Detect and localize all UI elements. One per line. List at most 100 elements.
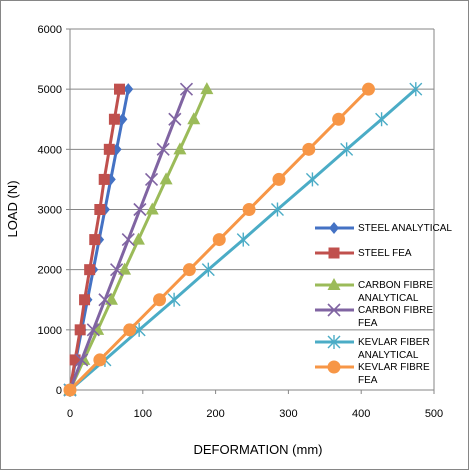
legend-marker <box>327 335 341 349</box>
data-point <box>153 293 167 307</box>
data-point <box>103 143 115 155</box>
legend-marker <box>327 360 341 374</box>
legend-entry: CARBON FIBRE FEA <box>315 303 433 329</box>
data-point <box>121 233 135 247</box>
series-2 <box>63 82 214 395</box>
y-tick-label: 2000 <box>38 265 62 277</box>
data-point <box>168 112 182 126</box>
data-point <box>93 353 107 367</box>
data-point <box>159 172 173 185</box>
data-point <box>118 262 132 275</box>
data-point <box>156 142 170 156</box>
x-tick-label: 100 <box>134 408 152 420</box>
data-point <box>236 232 250 247</box>
data-point <box>117 113 128 126</box>
series-layer <box>63 82 423 397</box>
data-point <box>272 172 286 186</box>
legend: STEEL ANALYTICAL STEEL FEA CARBON FIBRE ANA… <box>315 222 452 386</box>
data-point <box>212 233 226 247</box>
data-point <box>86 323 100 337</box>
x-tick-label: 200 <box>206 408 224 420</box>
x-axis-title: DEFORMATION (mm) <box>193 442 322 457</box>
data-point <box>74 324 86 336</box>
data-point <box>167 292 181 307</box>
x-tick-label: 400 <box>352 408 370 420</box>
y-tick-label: 4000 <box>38 144 62 156</box>
legend-marker <box>329 222 339 234</box>
legend-entry: STEEL ANALYTICAL <box>315 222 452 234</box>
data-point <box>409 82 423 97</box>
data-point <box>98 293 112 307</box>
data-point-stroke <box>75 353 89 367</box>
data-point <box>173 142 187 155</box>
data-point <box>182 263 196 277</box>
data-point <box>145 202 159 215</box>
legend-entry: KEVLAR FIBER ANALYTICAL <box>315 335 430 361</box>
series-1 <box>64 83 126 396</box>
legend-label: CARBON FIBRE FEA <box>358 305 433 329</box>
data-point <box>302 142 316 156</box>
y-axis-title: LOAD (N) <box>5 180 20 237</box>
data-point <box>110 263 124 277</box>
y-tick-label: 3000 <box>38 205 62 217</box>
legend-entry: STEEL FEA <box>315 247 412 259</box>
data-point <box>270 202 284 217</box>
data-point <box>187 112 201 125</box>
data-point-stroke <box>121 233 135 247</box>
legend-marker-stroke <box>327 303 341 317</box>
tick-labels: 0 1000 2000 3000 4000 5000 6000 0 100 200 300 400 50… <box>38 24 444 420</box>
data-point <box>332 112 346 126</box>
legend-marker <box>327 278 341 290</box>
data-point <box>361 82 375 96</box>
y-tick-label: 5000 <box>38 84 62 96</box>
legend-label: KEVLAR FIBER ANALYTICAL <box>358 337 430 361</box>
data-point-stroke <box>98 293 112 307</box>
data-point <box>200 82 214 95</box>
series-5 <box>63 82 375 397</box>
data-point-stroke <box>133 202 147 217</box>
data-point <box>133 202 147 217</box>
legend-label: KEVLAR FIBRE FEA <box>358 362 430 386</box>
data-point-stroke <box>110 263 124 277</box>
data-point <box>104 292 118 305</box>
data-point-stroke <box>86 323 100 337</box>
x-tick-label: 300 <box>279 408 297 420</box>
y-tick-label: 0 <box>56 385 62 397</box>
data-point <box>123 323 137 337</box>
data-point <box>123 83 134 96</box>
data-point <box>89 234 101 246</box>
data-point-stroke <box>144 172 159 186</box>
data-point <box>63 383 77 397</box>
x-tick-label: 0 <box>67 408 73 420</box>
data-point-stroke <box>179 82 194 96</box>
data-point <box>98 173 110 185</box>
legend-entry: CARBON FIBRE ANALYTICAL <box>315 278 433 304</box>
data-point <box>69 354 81 366</box>
legend-marker <box>327 303 341 317</box>
data-point <box>114 83 126 95</box>
data-point <box>340 142 354 157</box>
x-tick-label: 500 <box>425 408 443 420</box>
data-point <box>108 113 120 125</box>
data-point <box>242 203 256 216</box>
data-point <box>375 112 389 127</box>
legend-label: CARBON FIBRE ANALYTICAL <box>358 280 433 304</box>
legend-label: STEEL ANALYTICAL <box>358 223 452 234</box>
data-point <box>84 264 96 276</box>
data-point <box>305 172 319 187</box>
data-point <box>144 172 159 186</box>
data-point <box>75 353 89 367</box>
legend-entry: KEVLAR FIBRE FEA <box>315 360 430 386</box>
data-point <box>201 262 215 277</box>
legend-label: STEEL FEA <box>358 248 412 259</box>
series-3 <box>63 82 194 397</box>
y-tick-label: 6000 <box>38 24 62 36</box>
data-point <box>79 294 91 306</box>
y-tick-label: 1000 <box>38 325 62 337</box>
data-point <box>179 82 194 96</box>
data-point-stroke <box>156 142 170 156</box>
data-point <box>94 204 106 215</box>
data-point <box>131 232 145 245</box>
